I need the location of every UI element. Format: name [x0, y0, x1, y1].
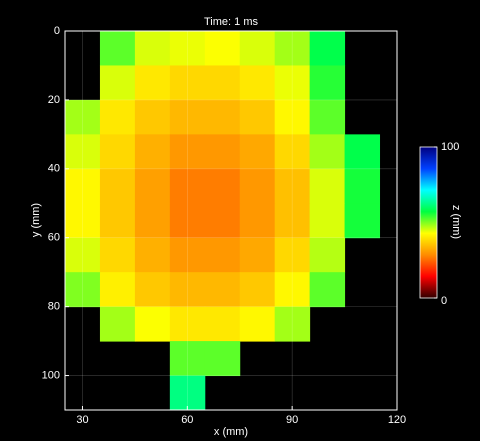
colorbar-tick-label: 100	[441, 141, 459, 153]
heatmap-cell	[169, 168, 206, 204]
heatmap-cell	[134, 272, 171, 308]
y-tick-label: 100	[42, 369, 60, 381]
x-tick-label: 90	[286, 414, 298, 426]
x-tick-label: 120	[388, 414, 406, 426]
y-tick-label: 0	[54, 25, 60, 37]
heatmap-cell	[274, 31, 311, 66]
heatmap-cell	[274, 306, 311, 342]
y-tick-label: 20	[48, 94, 60, 106]
heatmap-cell	[169, 341, 206, 377]
heatmap-cell	[204, 341, 241, 377]
heatmap-cell	[274, 168, 311, 204]
heatmap-cell	[274, 99, 311, 135]
heatmap-cell	[99, 203, 136, 239]
colorbar-label: z (mm)	[450, 205, 462, 239]
heatmap-cell	[274, 203, 311, 239]
heatmap-cell	[309, 31, 346, 66]
heatmap-cell	[204, 306, 241, 342]
heatmap-cell	[99, 65, 136, 101]
heatmap-cell	[239, 65, 276, 101]
heatmap-cell	[65, 99, 101, 135]
colorbar	[419, 146, 438, 299]
heatmap-cell	[344, 168, 381, 204]
heatmap-cell	[169, 99, 206, 135]
heatmap-cell	[204, 134, 241, 170]
heatmap-cell	[99, 272, 136, 308]
heatmap-cell	[134, 65, 171, 101]
heatmap-cell	[274, 237, 311, 273]
heatmap-cell	[309, 65, 346, 101]
heatmap-cell	[99, 168, 136, 204]
heatmap-cell	[169, 272, 206, 308]
x-tick-label: 60	[181, 414, 193, 426]
y-tick-label: 60	[48, 232, 60, 244]
heatmap-cell	[99, 31, 136, 66]
heatmap-cell	[309, 272, 346, 308]
heatmap-cell	[99, 306, 136, 342]
heatmap-cell	[309, 99, 346, 135]
heatmap-cell	[134, 203, 171, 239]
heatmap-cell	[239, 306, 276, 342]
heatmap-cell	[99, 99, 136, 135]
heatmap-cell	[134, 99, 171, 135]
x-tick-label: 30	[76, 414, 88, 426]
heatmap-cell	[169, 306, 206, 342]
heatmap-cell	[204, 168, 241, 204]
heatmap-cell	[239, 134, 276, 170]
heatmap-cell	[309, 203, 346, 239]
heatmap-cell	[65, 237, 101, 273]
heatmap-cell	[204, 65, 241, 101]
heatmap-cell	[204, 99, 241, 135]
heatmap-cell	[309, 168, 346, 204]
heatmap-cell	[99, 134, 136, 170]
heatmap-cell	[344, 203, 381, 239]
heatmap-cell	[134, 134, 171, 170]
x-axis-label: x (mm)	[214, 426, 248, 438]
heatmap-cell	[65, 134, 101, 170]
y-tick-label: 80	[48, 301, 60, 313]
heatmap-cell	[169, 65, 206, 101]
heatmap-cell	[204, 272, 241, 308]
heatmap-cell	[134, 306, 171, 342]
heatmap-cell	[204, 237, 241, 273]
heatmap-cell	[239, 203, 276, 239]
heatmap-cell	[134, 168, 171, 204]
heatmap-cell	[169, 203, 206, 239]
heatmap-cell	[134, 237, 171, 273]
heatmap-cell	[274, 134, 311, 170]
heatmap-cell	[169, 237, 206, 273]
heatmap-cell	[204, 203, 241, 239]
heatmap-cell	[204, 31, 241, 66]
heatmap-cell	[239, 31, 276, 66]
heatmap-cell	[239, 168, 276, 204]
heatmap-cell	[274, 65, 311, 101]
y-axis-label: y (mm)	[30, 203, 42, 237]
heatmap-cell	[65, 168, 101, 204]
heatmap-cell	[99, 237, 136, 273]
heatmap-cell	[134, 31, 171, 66]
chart-title: Time: 1 ms	[204, 16, 258, 28]
heatmap-cell	[65, 203, 101, 239]
heatmap-cell	[344, 134, 381, 170]
heatmap-cell	[239, 272, 276, 308]
heatmap-cell	[239, 99, 276, 135]
axes-box	[64, 30, 398, 411]
heatmap-cell	[65, 272, 101, 308]
heatmap-cell	[169, 31, 206, 66]
heatmap-cell	[309, 134, 346, 170]
heatmap-cell	[169, 134, 206, 170]
y-tick-label: 40	[48, 163, 60, 175]
heatmap-cell	[274, 272, 311, 308]
heatmap-cell	[309, 237, 346, 273]
colorbar-tick-label: 0	[441, 295, 447, 307]
heatmap-cell	[169, 375, 206, 411]
heatmap-cell	[239, 237, 276, 273]
